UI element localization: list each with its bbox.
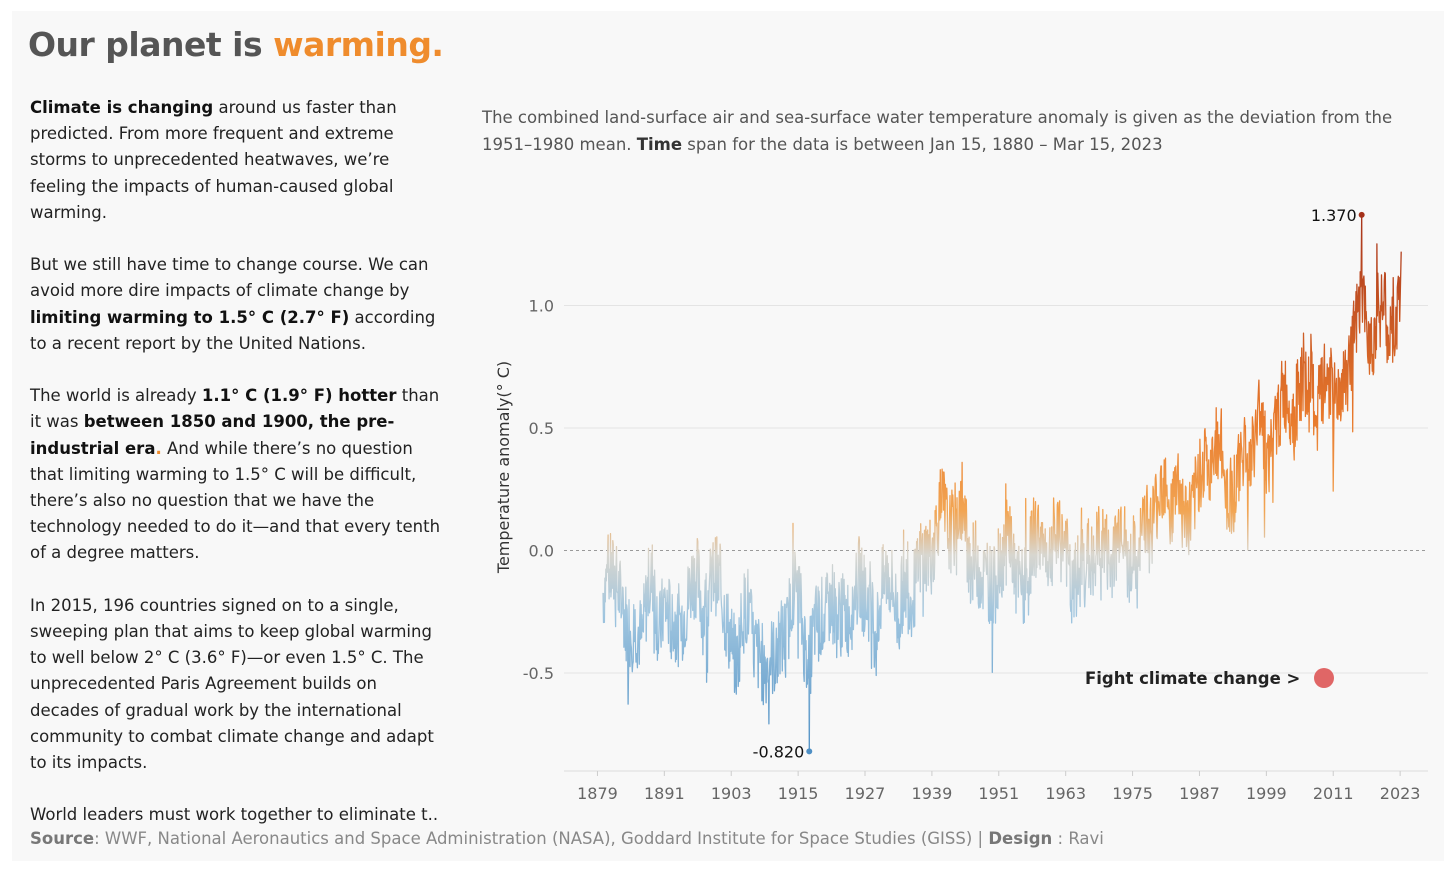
cta-dot-icon[interactable] bbox=[1314, 668, 1335, 688]
x-tick-label: 1927 bbox=[845, 784, 886, 803]
x-tick-label: 1939 bbox=[912, 784, 953, 803]
page-title: Our planet is warming. bbox=[28, 25, 444, 64]
y-tick-label: -0.5 bbox=[523, 664, 554, 683]
narrative-p3-text-b: than it was bbox=[30, 386, 440, 432]
chart-annotations: 1.370 -0.820 bbox=[753, 206, 1365, 761]
subtitle-emphasis: Time bbox=[636, 134, 683, 154]
y-tick-label: 0.5 bbox=[529, 419, 554, 438]
narrative-p4-text: In 2015, 196 countries signed on to a si… bbox=[30, 595, 434, 773]
title-accent: warming. bbox=[273, 25, 444, 64]
chart-series bbox=[602, 214, 1402, 753]
x-tick-label: 2011 bbox=[1313, 784, 1354, 803]
narrative-paragraph-1: Climate is changing around us faster tha… bbox=[30, 95, 450, 226]
chart-subtitle: The combined land-surface air and sea-su… bbox=[482, 105, 1412, 158]
design-text: : Ravi bbox=[1052, 829, 1104, 848]
chart-axes: 1.0 0.5 0.0 -0.5 1879 1891 1903 1915 1927 1939 195… bbox=[494, 297, 1428, 803]
min-value-marker bbox=[806, 748, 813, 755]
source-label: Source bbox=[30, 829, 95, 848]
fight-climate-change-link[interactable]: Fight climate change > bbox=[1085, 668, 1335, 688]
x-tick-label: 1903 bbox=[711, 784, 752, 803]
x-tick-label: 1975 bbox=[1112, 784, 1153, 803]
narrative-p5-text: World leaders must work together to elim… bbox=[30, 805, 439, 825]
x-tick-label: 1987 bbox=[1179, 784, 1220, 803]
min-value-label: -0.820 bbox=[753, 742, 805, 761]
subtitle-text-a: The combined land-surface air and sea-su… bbox=[482, 108, 1393, 154]
x-tick-label: 1915 bbox=[778, 784, 819, 803]
narrative-paragraph-3: The world is already 1.1° C (1.9° F) hot… bbox=[30, 383, 450, 566]
narrative-p2-text-a: But we still have time to change course.… bbox=[30, 255, 429, 301]
max-value-marker bbox=[1358, 211, 1365, 218]
narrative-p2-text-b: according to a recent report by the Unit… bbox=[30, 307, 436, 353]
x-tick-label: 1951 bbox=[978, 784, 1019, 803]
narrative-p3-accent-dot: . bbox=[155, 438, 162, 458]
narrative-paragraph-5: World leaders must work together to elim… bbox=[30, 802, 450, 828]
narrative-p3-emphasis-b: between 1850 and 1900, the pre-industria… bbox=[30, 412, 395, 458]
y-axis-label: Temperature anomaly(° C) bbox=[494, 361, 513, 574]
chart-gridlines bbox=[564, 305, 1428, 674]
temperature-anomaly-chart: 1.0 0.5 0.0 -0.5 1879 1891 1903 1915 1927 1939 195… bbox=[494, 206, 1428, 803]
narrative-p3-text-c: And while there’s no question that limit… bbox=[30, 438, 441, 563]
narrative-paragraph-2: But we still have time to change course.… bbox=[30, 252, 450, 357]
narrative-p3-text-a: The world is already bbox=[30, 386, 202, 406]
cta-label: Fight climate change > bbox=[1085, 668, 1301, 688]
narrative-p1-emphasis: Climate is changing bbox=[30, 98, 214, 117]
design-label: Design bbox=[988, 829, 1053, 848]
source-credit: Source: WWF, National Aeronautics and Sp… bbox=[30, 829, 1104, 848]
dashboard-panel: Our planet is warming. Climate is changi… bbox=[12, 11, 1444, 861]
y-tick-label: 0.0 bbox=[529, 542, 554, 561]
x-tick-label: 2023 bbox=[1380, 784, 1421, 803]
subtitle-text-b: span for the data is between Jan 15, 188… bbox=[682, 134, 1163, 154]
y-tick-label: 1.0 bbox=[529, 297, 554, 316]
source-text: : WWF, National Aeronautics and Space Ad… bbox=[94, 829, 989, 848]
narrative-paragraph-4: In 2015, 196 countries signed on to a si… bbox=[30, 593, 450, 776]
title-lead: Our planet is bbox=[28, 25, 274, 64]
temperature-anomaly-series-line bbox=[602, 214, 1402, 753]
narrative-p3-emphasis-a: 1.1° C (1.9° F) hotter bbox=[201, 386, 397, 406]
narrative-p2-emphasis: limiting warming to 1.5° C (2.7° F) bbox=[30, 307, 350, 327]
x-tick-label: 1999 bbox=[1246, 784, 1287, 803]
x-tick-label: 1879 bbox=[577, 784, 618, 803]
max-value-label: 1.370 bbox=[1311, 206, 1357, 225]
x-tick-label: 1963 bbox=[1045, 784, 1086, 803]
narrative-p1-text: around us faster than predicted. From mo… bbox=[30, 98, 397, 222]
x-tick-label: 1891 bbox=[644, 784, 685, 803]
narrative-text: Climate is changing around us faster tha… bbox=[30, 95, 450, 855]
